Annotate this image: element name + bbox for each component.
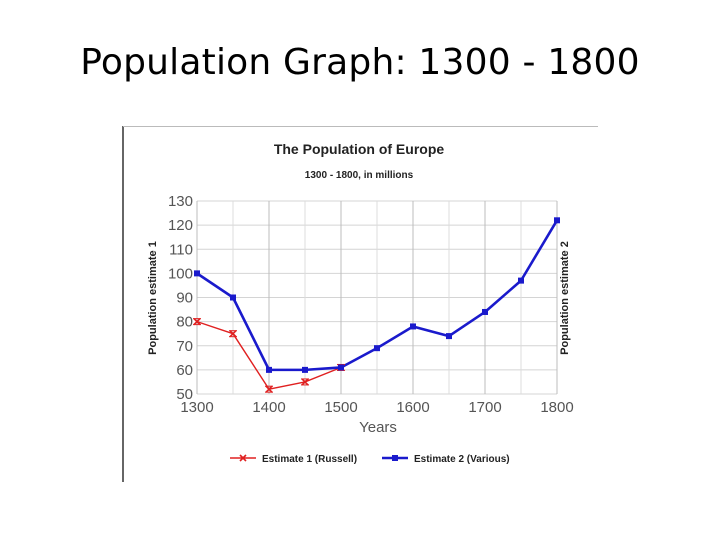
y-tick-label: 70 <box>176 338 193 355</box>
legend-item-2: Estimate 2 (Various) <box>382 454 510 465</box>
data-point-estimate-2 <box>230 294 236 301</box>
x-tick-labels: 1300 1400 1500 1600 1700 1800 <box>180 399 573 416</box>
chart-frame: The Population of Europe 1300 - 1800, in… <box>122 126 598 482</box>
y-tick-labels: 50 60 70 80 90 100 110 120 130 <box>168 193 193 403</box>
y-tick-label: 120 <box>168 217 193 234</box>
legend-label: Estimate 1 (Russell) <box>262 454 357 465</box>
x-tick-label: 1600 <box>396 399 429 416</box>
y-tick-label: 130 <box>168 193 193 210</box>
data-point-estimate-2 <box>374 345 380 352</box>
data-point-estimate-2 <box>194 270 200 277</box>
y-tick-label: 90 <box>176 290 193 307</box>
legend-label: Estimate 2 (Various) <box>414 454 510 465</box>
data-point-estimate-1 <box>193 318 201 326</box>
x-tick-label: 1300 <box>180 399 213 416</box>
legend-swatch-marker <box>392 455 398 461</box>
data-point-estimate-1 <box>229 330 237 338</box>
x-tick-label: 1700 <box>468 399 501 416</box>
data-point-estimate-2 <box>266 366 272 373</box>
y-axis-label-right: Population estimate 2 <box>559 241 571 355</box>
data-point-estimate-2 <box>446 333 452 340</box>
y-axis-label-left: Population estimate 1 <box>147 241 159 355</box>
data-point-estimate-2 <box>338 364 344 371</box>
x-tick-label: 1800 <box>540 399 573 416</box>
y-tick-label: 110 <box>169 241 193 258</box>
data-point-estimate-2 <box>410 323 416 330</box>
slide-title: Population Graph: 1300 - 1800 <box>80 42 640 83</box>
x-tick-label: 1500 <box>324 399 357 416</box>
data-point-estimate-2 <box>302 366 308 373</box>
data-point-estimate-1 <box>265 385 273 393</box>
x-tick-label: 1400 <box>252 399 285 416</box>
population-chart: The Population of Europe 1300 - 1800, in… <box>122 126 598 482</box>
y-tick-label: 50 <box>176 386 193 403</box>
y-tick-label: 100 <box>168 265 193 282</box>
legend: Estimate 1 (Russell) Estimate 2 (Various) <box>230 454 510 465</box>
data-point-estimate-2 <box>518 277 524 284</box>
data-point-estimate-1 <box>301 378 309 386</box>
legend-item-1: Estimate 1 (Russell) <box>230 454 357 465</box>
chart-subtitle: 1300 - 1800, in millions <box>305 170 414 181</box>
chart-title: The Population of Europe <box>274 141 445 157</box>
x-axis-label: Years <box>359 419 397 436</box>
data-point-estimate-2 <box>482 308 488 315</box>
y-tick-label: 80 <box>176 314 193 331</box>
data-point-estimate-2 <box>554 217 560 224</box>
series-layer <box>193 217 560 393</box>
y-tick-label: 60 <box>176 362 193 379</box>
